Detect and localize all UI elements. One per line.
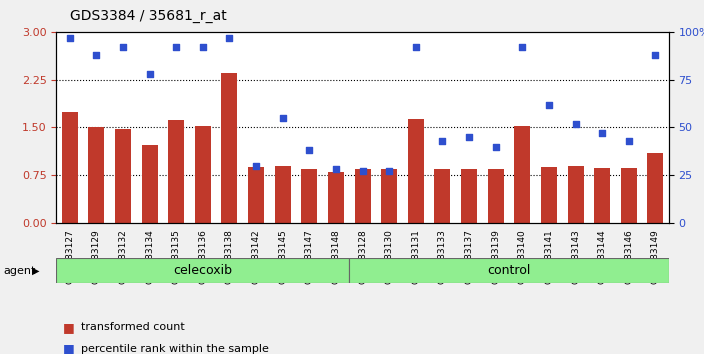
Bar xyxy=(168,120,184,223)
Point xyxy=(623,138,634,144)
Point xyxy=(650,52,661,58)
Bar xyxy=(88,127,104,223)
Text: GDS3384 / 35681_r_at: GDS3384 / 35681_r_at xyxy=(70,9,227,23)
Bar xyxy=(434,169,451,223)
Point xyxy=(436,138,448,144)
Bar xyxy=(408,119,424,223)
Bar xyxy=(488,169,503,223)
Text: percentile rank within the sample: percentile rank within the sample xyxy=(81,344,269,354)
Point xyxy=(330,167,341,172)
Point xyxy=(357,169,368,174)
Bar xyxy=(567,166,584,223)
Text: celecoxib: celecoxib xyxy=(173,264,232,277)
Bar xyxy=(541,167,557,223)
Text: ■: ■ xyxy=(63,321,75,334)
Bar xyxy=(621,167,637,223)
Text: ■: ■ xyxy=(63,342,75,354)
Point xyxy=(224,35,235,40)
Point xyxy=(197,44,208,50)
Point xyxy=(251,163,262,169)
Bar xyxy=(301,169,318,223)
Point xyxy=(303,148,315,153)
Text: ▶: ▶ xyxy=(32,266,40,276)
Point xyxy=(277,115,289,121)
Point xyxy=(543,102,555,107)
Point xyxy=(517,44,528,50)
Bar xyxy=(594,167,610,223)
Point xyxy=(490,144,501,149)
Bar xyxy=(195,126,210,223)
Bar xyxy=(515,126,530,223)
Bar xyxy=(222,73,237,223)
Text: transformed count: transformed count xyxy=(81,322,184,332)
Bar xyxy=(381,169,397,223)
Bar xyxy=(142,145,158,223)
Point xyxy=(463,134,474,140)
Text: agent: agent xyxy=(4,266,36,276)
Bar xyxy=(275,166,291,223)
Point xyxy=(170,44,182,50)
Bar xyxy=(248,167,264,223)
Bar xyxy=(62,112,77,223)
Point xyxy=(64,35,75,40)
Bar xyxy=(115,129,131,223)
Point xyxy=(570,121,582,126)
Point xyxy=(91,52,102,58)
Point xyxy=(144,71,155,77)
Point xyxy=(384,169,395,174)
Point xyxy=(118,44,129,50)
Bar xyxy=(461,169,477,223)
Point xyxy=(410,44,422,50)
Bar xyxy=(56,258,349,283)
Text: control: control xyxy=(487,264,531,277)
Bar xyxy=(328,172,344,223)
Bar xyxy=(355,169,370,223)
Point xyxy=(596,130,608,136)
Bar xyxy=(349,258,669,283)
Bar xyxy=(648,153,663,223)
